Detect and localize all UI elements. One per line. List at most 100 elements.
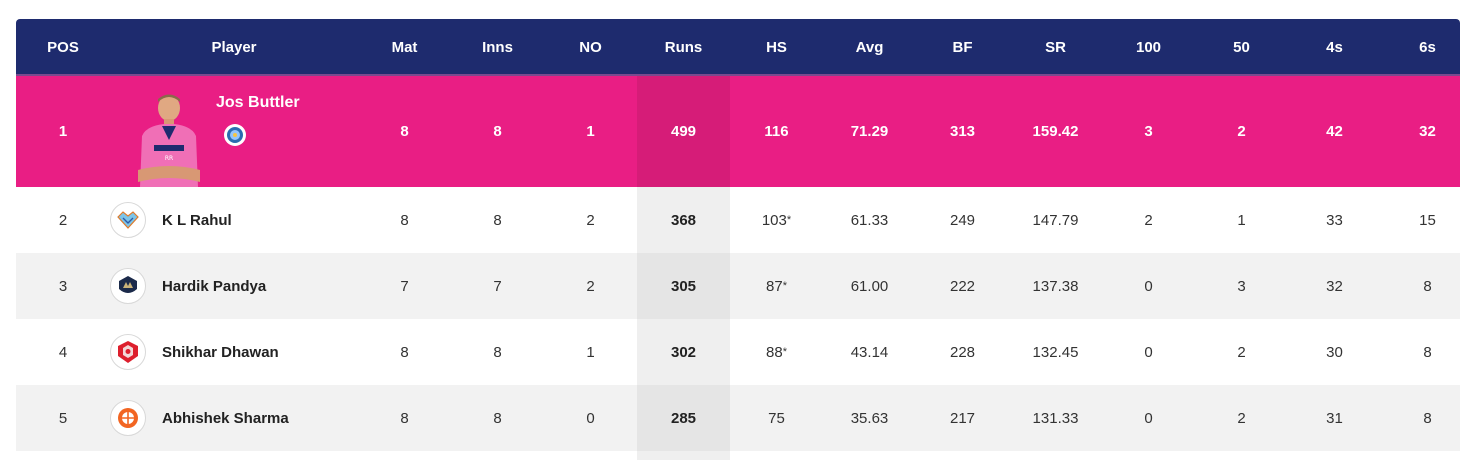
rr-logo-icon: [224, 124, 246, 146]
player-name[interactable]: Shikhar Dhawan: [162, 343, 279, 361]
leader-player-cell[interactable]: RR Jos Buttler: [126, 76, 406, 187]
row-no: 1: [586, 343, 595, 361]
leader-inns: 8: [493, 123, 502, 140]
row-100: 2: [1144, 211, 1153, 229]
leader-runs: 499: [670, 123, 697, 140]
row-mat: 8: [400, 211, 409, 229]
header-6s[interactable]: 6s: [1419, 39, 1436, 56]
leader-hs: 116: [764, 123, 789, 140]
runs-column-shade: [637, 187, 730, 253]
runs-column-shade: [637, 253, 730, 319]
row-hs: 75: [730, 385, 823, 451]
leader-no: 1: [586, 123, 595, 140]
row-inns: 7: [493, 277, 502, 295]
row-inns: 8: [493, 211, 502, 229]
table-row[interactable]: 5 Abhishek Sharma 8 8 0 285 75 35.63 217…: [16, 385, 1460, 451]
leader-pos: 1: [58, 123, 68, 140]
leader-avg: 71.29: [850, 123, 889, 140]
row-sr: 137.38: [1032, 277, 1079, 295]
leader-4s: 42: [1326, 123, 1343, 140]
row-mat: 8: [400, 343, 409, 361]
row-runs: 368: [670, 211, 697, 229]
row-50: 2: [1237, 343, 1246, 361]
table-row-partial: [16, 451, 1460, 460]
row-6s: 15: [1419, 211, 1436, 229]
header-inns[interactable]: Inns: [482, 39, 513, 56]
leader-mat: 8: [400, 123, 409, 140]
row-runs: 285: [670, 409, 697, 427]
svg-text:RR: RR: [165, 155, 173, 162]
header-hs[interactable]: HS: [766, 39, 787, 56]
orange-cap-leaderboard: POS Player Mat Inns NO Runs HS Avg BF SR…: [16, 19, 1460, 460]
leader-100: 3: [1144, 123, 1153, 140]
row-mat: 8: [400, 409, 409, 427]
row-pos: 5: [58, 409, 68, 427]
row-pos: 3: [58, 277, 68, 295]
header-mat[interactable]: Mat: [391, 39, 418, 56]
row-avg: 61.33: [850, 211, 889, 229]
row-50: 3: [1237, 277, 1246, 295]
header-pos[interactable]: POS: [47, 39, 79, 56]
player-photo: RR: [138, 94, 200, 187]
hs-value: 87: [766, 277, 783, 295]
row-4s: 30: [1326, 343, 1343, 361]
hs-value: 75: [768, 409, 785, 427]
row-runs: 305: [670, 277, 697, 295]
row-bf: 228: [949, 343, 976, 361]
runs-column-shade: [637, 319, 730, 385]
player-cell[interactable]: Shikhar Dhawan: [110, 319, 410, 385]
header-100[interactable]: 100: [1135, 39, 1162, 56]
player-name[interactable]: Abhishek Sharma: [162, 409, 289, 427]
header-no[interactable]: NO: [579, 39, 602, 56]
row-6s: 8: [1423, 277, 1432, 295]
row-6s: 8: [1423, 343, 1432, 361]
row-bf: 222: [949, 277, 976, 295]
gt-logo-icon: [110, 268, 146, 304]
player-name[interactable]: Hardik Pandya: [162, 277, 267, 295]
row-mat: 7: [400, 277, 409, 295]
header-runs[interactable]: Runs: [664, 39, 703, 56]
lsg-logo-icon: [110, 202, 146, 238]
row-runs: 302: [670, 343, 697, 361]
header-player[interactable]: Player: [211, 39, 257, 56]
row-6s: 8: [1423, 409, 1432, 427]
header-bf[interactable]: BF: [952, 39, 973, 56]
table-row[interactable]: 4 Shikhar Dhawan 8 8 1 302 88 * 43.14 228…: [16, 319, 1460, 385]
player-cell[interactable]: Abhishek Sharma: [110, 385, 410, 451]
row-avg: 35.63: [850, 409, 889, 427]
header-50[interactable]: 50: [1233, 39, 1250, 56]
player-cell[interactable]: K L Rahul: [110, 187, 410, 253]
not-out-marker: *: [782, 346, 787, 358]
row-pos: 2: [58, 211, 68, 229]
row-inns: 8: [493, 409, 502, 427]
row-bf: 249: [949, 211, 976, 229]
row-100: 0: [1144, 343, 1153, 361]
row-pos: 4: [58, 343, 68, 361]
row-sr: 132.45: [1032, 343, 1079, 361]
runs-column-shade: [637, 385, 730, 451]
player-cell[interactable]: Hardik Pandya: [110, 253, 410, 319]
leader-row[interactable]: 1 RR Jos Buttler 8 8 1: [16, 76, 1460, 187]
player-name[interactable]: K L Rahul: [162, 211, 232, 229]
row-50: 1: [1237, 211, 1246, 229]
row-4s: 31: [1326, 409, 1343, 427]
row-sr: 131.33: [1032, 409, 1079, 427]
not-out-marker: *: [782, 280, 787, 292]
runs-column-highlight: [637, 76, 730, 187]
pbks-logo-icon: [110, 334, 146, 370]
row-4s: 32: [1326, 277, 1343, 295]
leader-6s: 32: [1419, 123, 1436, 140]
header-avg[interactable]: Avg: [855, 39, 884, 56]
not-out-marker: *: [786, 214, 792, 226]
row-avg: 43.14: [850, 343, 889, 361]
header-sr[interactable]: SR: [1045, 39, 1066, 56]
table-row[interactable]: 3 Hardik Pandya 7 7 2 305 87 * 61.00 222 …: [16, 253, 1460, 319]
row-4s: 33: [1326, 211, 1343, 229]
leader-player-name[interactable]: Jos Buttler: [216, 94, 300, 111]
hs-value: 103: [761, 211, 787, 229]
hs-value: 88: [766, 343, 783, 361]
header-4s[interactable]: 4s: [1326, 39, 1343, 56]
row-avg: 61.00: [850, 277, 889, 295]
runs-column-shade: [637, 451, 730, 460]
table-row[interactable]: 2 K L Rahul 8 8 2 368 103 * 61.33 249 147…: [16, 187, 1460, 253]
